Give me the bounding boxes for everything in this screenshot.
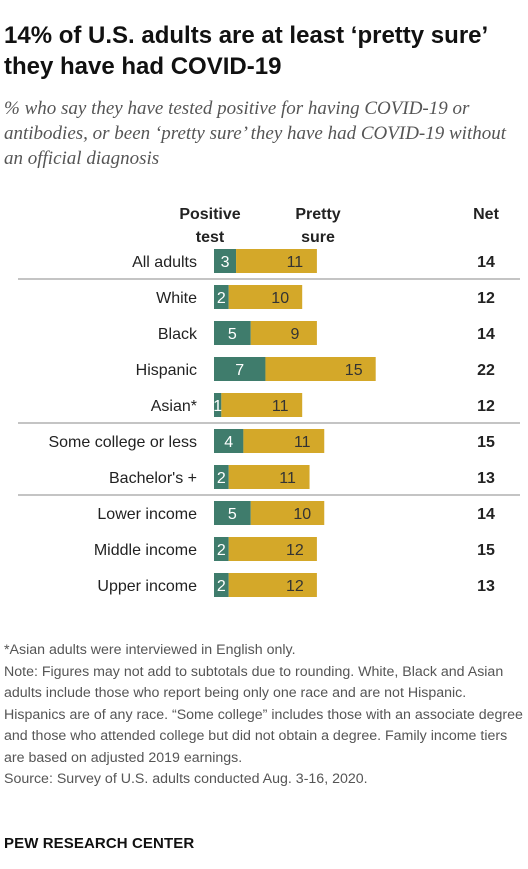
source-text: Source: Survey of U.S. adults conducted … (4, 771, 368, 787)
asian-footnote: *Asian adults were interviewed in Englis… (4, 642, 296, 658)
note-text: Note: Figures may not add to subtotals d… (4, 663, 523, 766)
value-label-pretty: 11 (279, 470, 296, 487)
value-label-pretty: 10 (271, 290, 289, 307)
value-label-positive: 3 (221, 254, 230, 271)
value-label-positive: 2 (217, 578, 226, 595)
bar-positive-test (214, 429, 244, 453)
value-label-pretty: 11 (272, 398, 289, 415)
value-label-positive: 4 (224, 434, 233, 451)
net-value: 15 (477, 434, 495, 451)
bar-positive-test (214, 249, 237, 273)
bar-positive-test (214, 357, 266, 381)
chart-subtitle: % who say they have tested positive for … (4, 98, 506, 169)
value-label-pretty: 15 (345, 362, 363, 379)
header-pretty-line1: Pretty (295, 206, 340, 223)
value-label-pretty: 9 (290, 326, 299, 343)
bar-pretty-sure (250, 321, 317, 345)
bar-pretty-sure (265, 357, 376, 381)
net-value: 13 (477, 470, 495, 487)
bar-pretty-sure (221, 393, 303, 417)
value-label-positive: 5 (228, 326, 237, 343)
bar-pretty-sure (243, 429, 325, 453)
net-value: 13 (477, 578, 495, 595)
header-positive-line2: test (196, 229, 225, 246)
bar-positive-test (214, 465, 229, 489)
value-label-positive: 7 (235, 362, 244, 379)
value-label-pretty: 12 (286, 542, 304, 559)
bar-positive-test (214, 537, 229, 561)
net-value: 12 (477, 398, 495, 415)
value-label-positive: 5 (228, 506, 237, 523)
value-label-pretty: 11 (287, 254, 304, 271)
bar-positive-test (214, 573, 229, 597)
header-net: Net (473, 206, 499, 223)
net-value: 14 (477, 506, 495, 523)
net-value: 22 (477, 362, 495, 379)
value-label-positive: 2 (217, 290, 226, 307)
header-pretty-line2: sure (301, 229, 335, 246)
bar-pretty-sure (228, 285, 303, 309)
bar-positive-test (214, 321, 251, 345)
category-label: White (156, 290, 197, 307)
category-label: Hispanic (136, 362, 197, 379)
category-label: Black (158, 326, 198, 343)
category-label: Bachelor's + (109, 470, 197, 487)
category-label: Lower income (97, 506, 197, 523)
category-label: Middle income (94, 542, 197, 559)
value-label-positive: 2 (217, 542, 226, 559)
chart-title: 14% of U.S. adults are at least ‘pretty … (4, 22, 487, 80)
brand-logo-text: PEW RESEARCH CENTER (4, 835, 195, 852)
bar-positive-test (214, 501, 251, 525)
category-label: Some college or less (48, 434, 197, 451)
bar-pretty-sure (236, 249, 317, 273)
bar-positive-test (214, 285, 229, 309)
bar-pretty-sure (250, 501, 325, 525)
category-label: Asian* (151, 398, 197, 415)
value-label-positive: 1 (213, 398, 222, 415)
bar-pretty-sure (228, 573, 317, 597)
value-label-positive: 2 (217, 470, 226, 487)
bar-pretty-sure (228, 537, 317, 561)
net-value: 15 (477, 542, 495, 559)
bar-pretty-sure (228, 465, 310, 489)
net-value: 14 (477, 326, 495, 343)
value-label-pretty: 12 (286, 578, 304, 595)
value-label-pretty: 10 (293, 506, 311, 523)
category-label: Upper income (97, 578, 197, 595)
header-positive-line1: Positive (179, 206, 240, 223)
net-value: 14 (477, 254, 495, 271)
category-label: All adults (132, 254, 197, 271)
value-label-pretty: 11 (294, 434, 311, 451)
chart-notes: *Asian adults were interviewed in Englis… (4, 640, 524, 791)
net-value: 12 (477, 290, 495, 307)
bar-positive-test (214, 393, 222, 417)
